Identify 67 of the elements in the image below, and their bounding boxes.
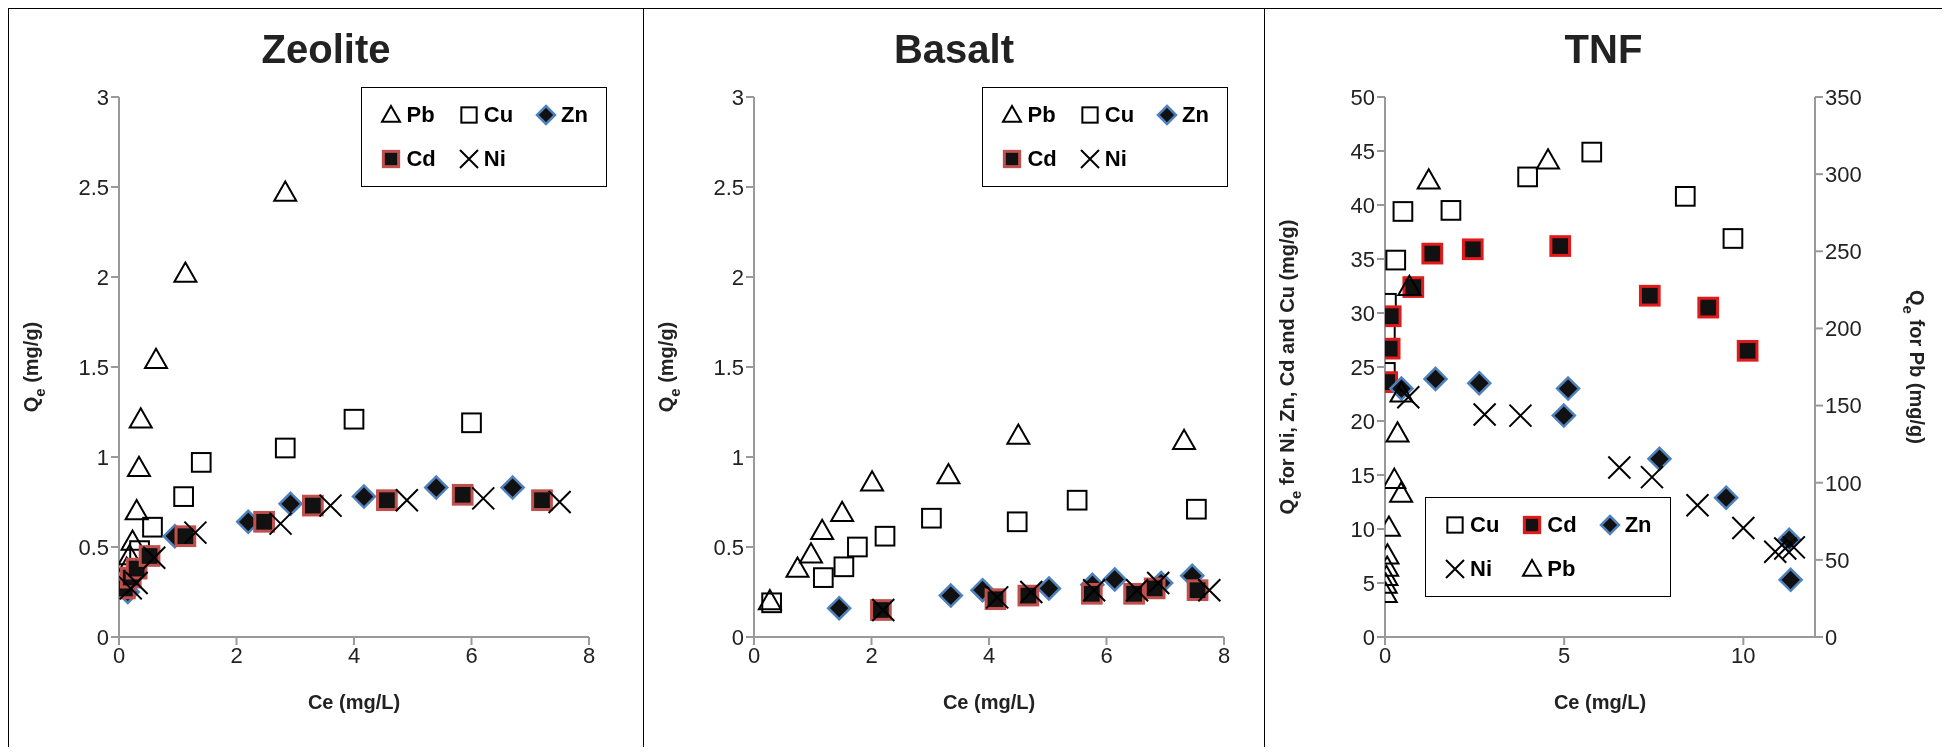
y-tick-label: 3: [731, 84, 744, 110]
y2-tick-label: 350: [1825, 84, 1862, 110]
y2-tick-label: 100: [1825, 470, 1862, 496]
y-tick-label: 1: [731, 444, 744, 470]
y-tick-label: 2.5: [78, 174, 109, 200]
x-tick-label: 5: [1558, 642, 1571, 668]
y2-tick-label: 0: [1825, 624, 1838, 650]
x-tick-label: 4: [347, 642, 361, 668]
legend-label: Zn: [1182, 102, 1209, 128]
x-tick-label: 2: [865, 642, 878, 668]
y-tick-label: 30: [1350, 300, 1375, 326]
chart-title: TNF: [1563, 27, 1644, 73]
y-tick-label: 0: [96, 624, 109, 650]
legend-label: Cu: [1104, 102, 1135, 128]
y-tick-label: 0: [1362, 624, 1375, 650]
x-tick-label: 0: [1378, 642, 1392, 668]
legend-label: Zn: [561, 102, 588, 128]
y2-tick-label: 50: [1825, 547, 1850, 573]
y-tick-label: 1: [96, 444, 109, 470]
x-tick-label: 8: [1217, 642, 1231, 668]
legend-label: Ni: [483, 146, 506, 172]
y2-tick-label: 150: [1825, 393, 1862, 419]
x-tick-label: 8: [582, 642, 596, 668]
x-axis-title: Ce (mg/L): [307, 691, 401, 713]
legend-label: Cu: [1470, 512, 1500, 538]
y-tick-label: 1.5: [78, 354, 109, 380]
y-tick-label: 1.5: [713, 354, 744, 380]
y-tick-label: 50: [1350, 84, 1375, 110]
y-tick-label: 3: [96, 84, 109, 110]
y2-tick-label: 200: [1825, 316, 1862, 342]
legend-label: Cu: [483, 102, 514, 128]
legend-label: Ni: [1104, 146, 1127, 172]
y-tick-label: 10: [1350, 516, 1375, 542]
x-tick-label: 6: [465, 642, 478, 668]
legend-label: Ni: [1470, 556, 1492, 582]
x-tick-label: 0: [112, 642, 126, 668]
y2-tick-label: 250: [1825, 239, 1862, 265]
legend-label: Cd: [1547, 512, 1577, 538]
chart-title: Basalt: [892, 27, 1016, 73]
legend-label: Pb: [406, 102, 435, 128]
legend-label: Pb: [1027, 102, 1056, 128]
legend-label: Cd: [406, 146, 436, 172]
x-axis-title: Ce (mg/L): [942, 691, 1036, 713]
y-tick-label: 0.5: [713, 534, 744, 560]
y-tick-label: 40: [1350, 192, 1375, 218]
x-tick-label: 6: [1100, 642, 1113, 668]
y-tick-label: 0: [731, 624, 744, 650]
y-tick-label: 2.5: [713, 174, 744, 200]
y2-tick-label: 300: [1825, 161, 1862, 187]
x-tick-label: 10: [1731, 642, 1756, 668]
legend-label: Cd: [1027, 146, 1057, 172]
y-tick-label: 25: [1350, 354, 1375, 380]
y-tick-label: 20: [1350, 408, 1375, 434]
x-tick-label: 2: [230, 642, 243, 668]
y-tick-label: 0.5: [78, 534, 109, 560]
x-tick-label: 0: [747, 642, 761, 668]
y-tick-label: 2: [731, 264, 744, 290]
y-tick-label: 2: [96, 264, 109, 290]
chart-title: Zeolite: [260, 27, 392, 73]
y-tick-label: 35: [1350, 246, 1375, 272]
legend-label: Zn: [1624, 512, 1652, 538]
legend-label: Pb: [1547, 556, 1576, 582]
y-tick-label: 15: [1350, 462, 1375, 488]
y-tick-label: 5: [1362, 570, 1375, 596]
x-axis-title: Ce (mg/L): [1553, 691, 1647, 713]
y-tick-label: 45: [1350, 138, 1375, 164]
x-tick-label: 4: [982, 642, 996, 668]
